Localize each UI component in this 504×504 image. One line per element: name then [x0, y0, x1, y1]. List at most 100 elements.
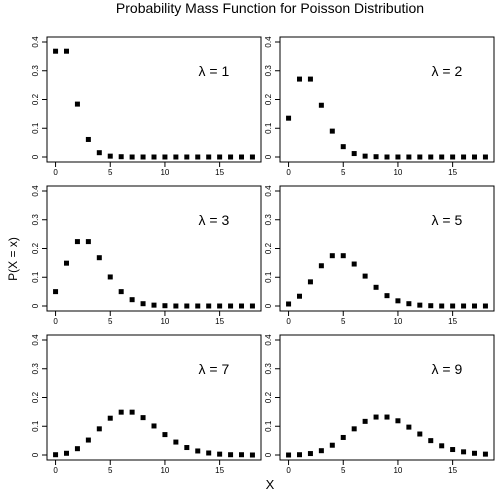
x-axis: 0 5 10 15 — [286, 459, 458, 475]
data-point — [206, 450, 212, 456]
y-tick-label: 0.2 — [264, 93, 273, 105]
data-point — [482, 451, 488, 457]
data-point — [417, 154, 423, 160]
data-point — [373, 154, 379, 160]
data-point — [96, 255, 102, 261]
data-point — [340, 253, 346, 259]
data-point — [195, 448, 201, 454]
y-axis-label: P(X = x) — [6, 237, 20, 281]
data-point — [140, 154, 146, 160]
data-point — [228, 452, 234, 458]
data-point — [239, 452, 245, 458]
y-tick-label: 0 — [31, 154, 40, 159]
x-tick-label: 5 — [341, 317, 346, 326]
x-axis: 0 5 10 15 — [286, 310, 458, 326]
x-tick-label: 5 — [341, 466, 346, 475]
x-tick-label: 5 — [341, 168, 346, 177]
data-points — [286, 414, 488, 458]
data-point — [173, 154, 179, 160]
x-tick-label: 10 — [393, 168, 402, 177]
y-axis: 0 0.1 0.2 0.3 0.4 — [264, 185, 281, 308]
data-point — [63, 48, 69, 54]
data-point — [239, 303, 245, 309]
data-point — [140, 301, 146, 307]
data-point — [439, 443, 445, 449]
data-point — [217, 303, 223, 309]
data-point — [162, 303, 168, 309]
y-axis: 0 0.1 0.2 0.3 0.4 — [264, 334, 281, 457]
data-point — [239, 154, 245, 160]
data-point — [74, 101, 80, 107]
panel-grid: 0 5 10 15 0 0.1 0.2 0.3 0.4 λ = 1 0 5 10 15 0 0.1 0.2 0.3… — [31, 36, 495, 475]
data-point — [482, 303, 488, 309]
y-tick-label: 0.3 — [31, 65, 40, 77]
data-point — [362, 273, 368, 279]
x-tick-label: 10 — [393, 466, 402, 475]
data-point — [395, 418, 401, 424]
data-point — [307, 76, 313, 82]
panel-3: 0 5 10 15 0 0.1 0.2 0.3 0.4 λ = 3 — [31, 185, 262, 326]
y-tick-label: 0.1 — [264, 271, 273, 283]
y-tick-label: 0.4 — [264, 185, 273, 197]
data-point — [286, 115, 292, 121]
data-point — [74, 239, 80, 245]
data-point — [318, 102, 324, 108]
data-point — [53, 48, 59, 54]
y-tick-label: 0.1 — [31, 420, 40, 432]
y-tick-label: 0.3 — [264, 214, 273, 226]
data-point — [184, 445, 190, 451]
data-point — [151, 423, 157, 429]
x-axis: 0 5 10 15 — [53, 310, 225, 326]
data-point — [461, 154, 467, 160]
y-tick-label: 0.1 — [264, 122, 273, 134]
data-point — [53, 289, 59, 295]
data-point — [107, 153, 113, 159]
x-tick-label: 15 — [215, 317, 224, 326]
data-point — [129, 154, 135, 160]
x-tick-label: 10 — [160, 168, 169, 177]
data-point — [472, 450, 478, 456]
data-points — [53, 48, 255, 160]
data-point — [63, 260, 69, 266]
data-point — [286, 301, 292, 307]
x-tick-label: 15 — [448, 466, 457, 475]
data-point — [151, 154, 157, 160]
data-point — [472, 154, 478, 160]
data-point — [461, 303, 467, 309]
data-point — [450, 154, 456, 160]
data-point — [329, 128, 335, 134]
data-point — [340, 434, 346, 440]
data-point — [286, 452, 292, 458]
data-point — [107, 415, 113, 421]
y-tick-label: 0 — [31, 303, 40, 308]
data-point — [85, 136, 91, 142]
y-tick-label: 0.1 — [31, 271, 40, 283]
data-point — [482, 154, 488, 160]
figure-title: Probability Mass Function for Poisson Di… — [116, 0, 424, 16]
y-tick-label: 0.4 — [31, 334, 40, 346]
data-point — [373, 414, 379, 420]
lambda-label: λ = 2 — [432, 63, 463, 79]
y-tick-label: 0.3 — [264, 363, 273, 375]
data-point — [351, 426, 357, 432]
data-point — [307, 451, 313, 457]
data-point — [85, 239, 91, 245]
data-point — [340, 144, 346, 150]
data-point — [428, 154, 434, 160]
data-point — [85, 437, 91, 443]
data-point — [417, 302, 423, 308]
y-tick-label: 0.2 — [31, 93, 40, 105]
x-tick-label: 15 — [215, 466, 224, 475]
data-point — [195, 154, 201, 160]
y-tick-label: 0 — [31, 452, 40, 457]
data-point — [318, 448, 324, 454]
data-point — [249, 154, 255, 160]
data-point — [296, 452, 302, 458]
x-tick-label: 10 — [160, 317, 169, 326]
y-tick-label: 0 — [264, 303, 273, 308]
data-point — [428, 303, 434, 309]
data-point — [362, 153, 368, 159]
data-point — [362, 418, 368, 424]
x-axis-label: X — [266, 477, 275, 492]
x-tick-label: 0 — [53, 168, 58, 177]
